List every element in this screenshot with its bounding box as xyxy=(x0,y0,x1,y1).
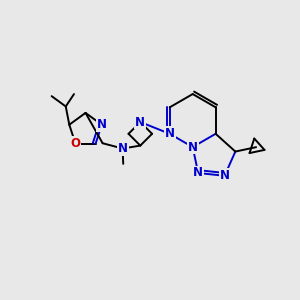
Text: O: O xyxy=(70,137,80,150)
Text: N: N xyxy=(188,141,198,154)
Text: N: N xyxy=(118,142,128,155)
Text: N: N xyxy=(193,167,203,179)
Text: N: N xyxy=(135,116,145,128)
Text: N: N xyxy=(220,169,230,182)
Text: N: N xyxy=(165,127,175,140)
Text: N: N xyxy=(97,118,107,131)
